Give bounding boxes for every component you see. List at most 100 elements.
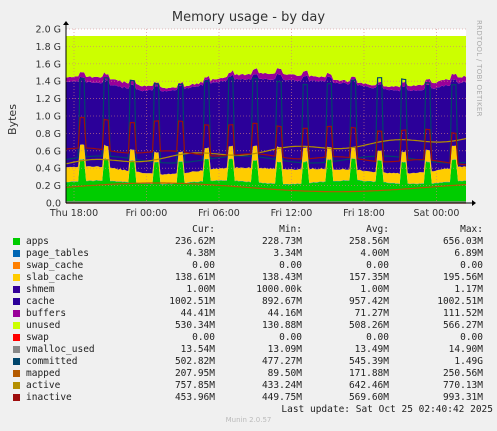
y-tick-label: 0.4 G: [36, 164, 62, 175]
legend-row-slab_cache: slab_cache 138.61M 138.43M 157.35M 195.56M: [13, 272, 493, 284]
legend-avg: 545.39M: [348, 356, 389, 367]
munin-version: Munin 2.0.57: [225, 416, 272, 424]
legend-avg: 171.88M: [348, 368, 389, 379]
legend-name: shmem: [26, 284, 55, 295]
legend-cur: 138.61M: [174, 272, 215, 283]
legend-swatch: [13, 250, 20, 257]
x-tick-label: Thu 18:00: [49, 208, 98, 219]
y-tick-label: 1.8 G: [36, 42, 62, 53]
y-tick-label: 0.2 G: [36, 181, 62, 192]
y-tick-label: 0.0: [46, 199, 61, 210]
legend-row-mapped: mapped 207.95M 89.50M 171.88M 250.56M: [13, 368, 493, 380]
legend-name: swap: [26, 332, 49, 343]
legend-avg: 157.35M: [348, 272, 389, 283]
legend-avg: 258.56M: [348, 236, 389, 247]
legend-max: 993.31M: [442, 392, 483, 403]
x-axis-arrow: [472, 200, 476, 206]
area-cache: [66, 73, 466, 175]
line-mapped: [65, 182, 467, 193]
legend-row-swap_cache: swap_cache 0.00 0.00 0.00 0.00: [13, 260, 493, 272]
header-min: Min:: [279, 224, 302, 235]
legend-row-vmalloc_used: vmalloc_used 13.54M 13.09M 13.49M 14.90M: [13, 344, 493, 356]
legend-min: 138.43M: [261, 272, 302, 283]
header-avg: Avg:: [366, 224, 389, 235]
legend-cur: 44.41M: [180, 308, 215, 319]
legend-avg: 642.46M: [348, 380, 389, 391]
legend-swatch: [13, 346, 20, 353]
legend-swatch: [13, 358, 20, 365]
legend-name: buffers: [26, 308, 67, 319]
legend-row-shmem: shmem 1.00M 1000.00k 1.00M 1.17M: [13, 284, 493, 296]
legend-min: 130.88M: [261, 320, 302, 331]
legend-row-cache: cache 1002.51M 892.67M 957.42M 1002.51M: [13, 296, 493, 308]
legend-cur: 207.95M: [174, 368, 215, 379]
legend-max: 111.52M: [442, 308, 483, 319]
y-tick-label: 1.0 G: [36, 112, 62, 123]
legend-swatch: [13, 334, 20, 341]
legend-min: 228.73M: [261, 236, 302, 247]
legend-avg: 4.00M: [360, 248, 389, 259]
legend-min: 477.27M: [261, 356, 302, 367]
legend-max: 195.56M: [442, 272, 483, 283]
legend-avg: 508.26M: [348, 320, 389, 331]
legend-cur: 1.00M: [186, 284, 215, 295]
legend-row-unused: unused 530.34M 130.88M 508.26M 566.27M: [13, 320, 493, 332]
legend-row-swap: swap 0.00 0.00 0.00 0.00: [13, 332, 493, 344]
legend-min: 3.34M: [273, 248, 302, 259]
x-tick-label: Fri 12:00: [271, 208, 313, 219]
last-update-row: Last update: Sat Oct 25 02:40:42 2025: [13, 404, 493, 416]
legend-swatch: [13, 310, 20, 317]
legend-max: 14.90M: [448, 344, 483, 355]
legend-max: 0.00: [460, 332, 483, 343]
legend-min: 13.09M: [267, 344, 302, 355]
legend-min: 892.67M: [261, 296, 302, 307]
legend-min: 0.00: [279, 260, 302, 271]
y-tick-label: 1.2 G: [36, 94, 62, 105]
legend-swatch: [13, 286, 20, 293]
legend-avg: 957.42M: [348, 296, 389, 307]
legend-avg: 13.49M: [354, 344, 389, 355]
legend-name: page_tables: [26, 248, 89, 259]
legend-swatch: [13, 382, 20, 389]
legend-cur: 453.96M: [174, 392, 215, 403]
header-max: Max:: [460, 224, 483, 235]
x-tick-label: Fri 00:00: [126, 208, 168, 219]
legend-max: 1.49G: [454, 356, 483, 367]
legend-cur: 4.38M: [186, 248, 215, 259]
legend-min: 433.24M: [261, 380, 302, 391]
legend-name: inactive: [26, 392, 72, 403]
legend-max: 1002.51M: [437, 296, 483, 307]
legend-avg: 569.60M: [348, 392, 389, 403]
legend-name: swap_cache: [26, 260, 84, 271]
legend-avg: 71.27M: [354, 308, 389, 319]
legend: Cur: Min: Avg: Max: apps 236.62M 228.73M 25…: [13, 224, 493, 416]
y-tick-label: 0.8 G: [36, 129, 62, 140]
legend-min: 1000.00k: [256, 284, 302, 295]
legend-min: 44.16M: [267, 308, 302, 319]
legend-name: slab_cache: [26, 272, 84, 283]
legend-swatch: [13, 262, 20, 269]
legend-name: active: [26, 380, 61, 391]
legend-swatch: [13, 274, 20, 281]
legend-name: mapped: [26, 368, 61, 379]
legend-max: 250.56M: [442, 368, 483, 379]
legend-avg: 1.00M: [360, 284, 389, 295]
legend-name: cache: [26, 296, 55, 307]
y-tick-label: 1.6 G: [36, 59, 62, 70]
legend-row-inactive: inactive 453.96M 449.75M 569.60M 993.31M: [13, 392, 493, 404]
x-tick-label: Fri 18:00: [343, 208, 385, 219]
legend-row-apps: apps 236.62M 228.73M 258.56M 656.03M: [13, 236, 493, 248]
x-tick-label: Fri 06:00: [198, 208, 240, 219]
legend-cur: 0.00: [192, 332, 215, 343]
area-slab_cache: [66, 144, 466, 185]
chart-title: Memory usage - by day: [171, 10, 326, 25]
legend-min: 89.50M: [267, 368, 302, 379]
legend-cur: 13.54M: [180, 344, 215, 355]
legend-avg: 0.00: [366, 332, 389, 343]
legend-max: 6.89M: [454, 248, 483, 259]
legend-header: Cur: Min: Avg: Max:: [13, 224, 493, 236]
area-apps: [66, 158, 466, 203]
legend-row-page_tables: page_tables 4.38M 3.34M 4.00M 6.89M: [13, 248, 493, 260]
y-tick-label: 1.4 G: [36, 77, 62, 88]
legend-swatch: [13, 298, 20, 305]
